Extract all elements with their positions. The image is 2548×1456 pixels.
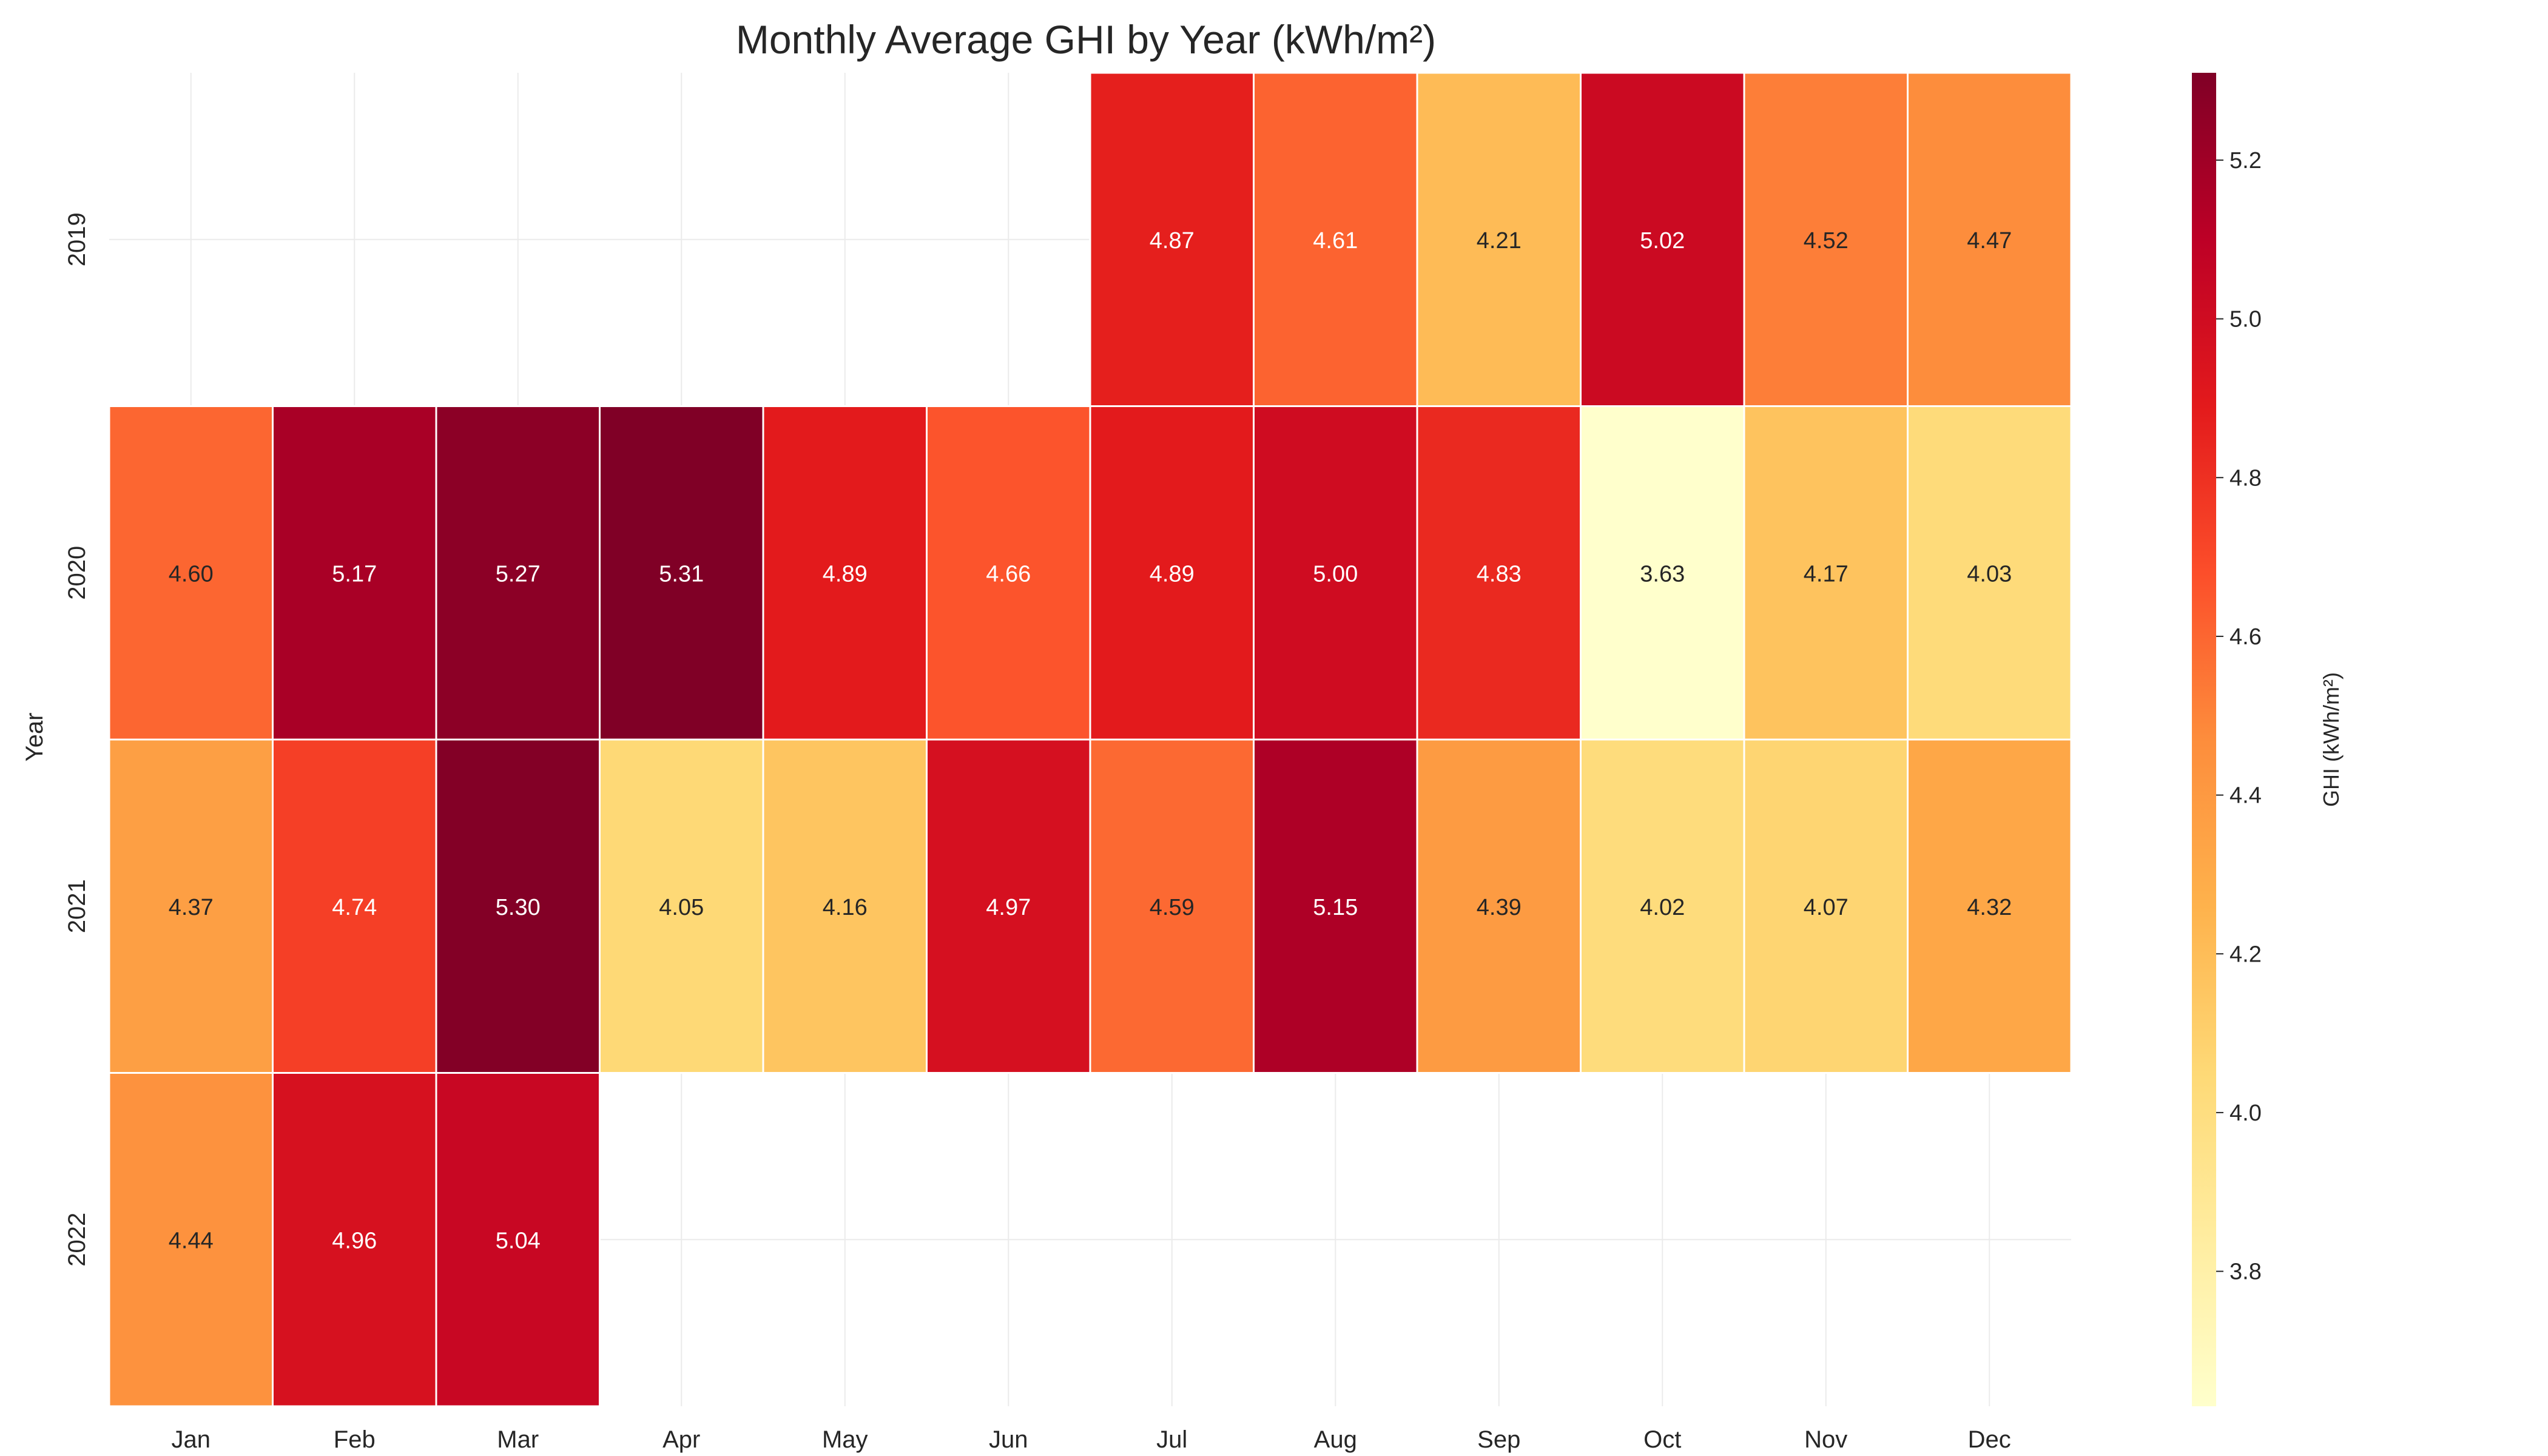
heatmap-cell bbox=[435, 1072, 601, 1407]
colorbar-ticks: 3.8 4.0 4.2 4.4 4.6 4.8 5.0 5.2 bbox=[2216, 148, 2262, 1285]
x-tick-label: Jun bbox=[989, 1426, 1028, 1453]
heatmap-cell bbox=[599, 738, 764, 1074]
cell-value-label: 4.61 bbox=[1313, 228, 1358, 254]
cell-value-label: 4.03 bbox=[1967, 561, 2012, 587]
x-tick-label: Jan bbox=[172, 1426, 211, 1453]
heatmap-cell bbox=[272, 738, 437, 1074]
cell-value-label: 4.83 bbox=[1477, 561, 1522, 587]
x-tick-label: Oct bbox=[1643, 1426, 1681, 1453]
x-tick-label: May bbox=[822, 1426, 868, 1453]
colorbar bbox=[2192, 73, 2216, 1406]
x-tick-label: Mar bbox=[497, 1426, 539, 1453]
colorbar-tick-label: 4.0 bbox=[2230, 1100, 2262, 1126]
heatmap-cell bbox=[1580, 738, 1745, 1074]
cell-value-label: 4.37 bbox=[169, 895, 214, 920]
cell-value-label: 4.66 bbox=[986, 561, 1031, 587]
cell-value-label: 5.17 bbox=[332, 561, 377, 587]
cell-value-label: 4.02 bbox=[1640, 895, 1685, 920]
heatmap-cell bbox=[1416, 405, 1582, 741]
heatmap-cell bbox=[1580, 405, 1745, 741]
heatmap-cell bbox=[108, 1072, 274, 1407]
chart-title: Monthly Average GHI by Year (kWh/m²) bbox=[736, 17, 1436, 62]
cell-value-label: 4.59 bbox=[1150, 895, 1195, 920]
colorbar-label: GHI (kWh/m²) bbox=[2319, 672, 2344, 807]
heatmap-cell bbox=[762, 738, 928, 1074]
cell-value-label: 4.05 bbox=[659, 895, 704, 920]
heatmap-cell bbox=[1416, 738, 1582, 1074]
heatmap-cell bbox=[599, 405, 764, 741]
cell-value-label: 4.17 bbox=[1804, 561, 1849, 587]
y-tick-label: 2022 bbox=[64, 1213, 90, 1267]
heatmap-cell bbox=[1743, 72, 1909, 407]
y-axis-ticks: 2019 2020 2021 2022 bbox=[64, 212, 90, 1266]
colorbar-tick-label: 4.4 bbox=[2230, 783, 2262, 809]
heatmap-cell bbox=[1907, 405, 2072, 741]
x-axis-ticks: Jan Feb Mar Apr May Jun Jul Aug Sep Oct Nov Dec bbox=[172, 1426, 2011, 1453]
cell-value-label: 4.21 bbox=[1477, 228, 1522, 254]
colorbar-tick-label: 4.2 bbox=[2230, 942, 2262, 967]
cell-value-label: 5.00 bbox=[1313, 561, 1358, 587]
cell-value-label: 5.31 bbox=[659, 561, 704, 587]
cell-value-label: 5.15 bbox=[1313, 895, 1358, 920]
cell-value-label: 4.96 bbox=[332, 1228, 377, 1253]
cell-value-label: 4.32 bbox=[1967, 895, 2012, 920]
x-tick-label: Feb bbox=[334, 1426, 376, 1453]
heatmap-cell bbox=[435, 405, 601, 741]
cell-value-label: 5.02 bbox=[1640, 228, 1685, 254]
x-tick-label: Sep bbox=[1477, 1426, 1520, 1453]
cell-value-label: 5.30 bbox=[496, 895, 541, 920]
colorbar-tick-label: 5.0 bbox=[2230, 307, 2262, 332]
heatmap-cell bbox=[1253, 738, 1418, 1074]
cell-value-label: 4.39 bbox=[1477, 895, 1522, 920]
heatmap-cell bbox=[1907, 738, 2072, 1074]
cell-value-label: 4.07 bbox=[1804, 895, 1849, 920]
heatmap-cell bbox=[272, 1072, 437, 1407]
cell-value-label: 4.74 bbox=[332, 895, 377, 920]
cell-value-label: 4.52 bbox=[1804, 228, 1849, 254]
cell-value-label: 5.27 bbox=[496, 561, 541, 587]
y-tick-label: 2019 bbox=[64, 212, 90, 266]
colorbar-tick-label: 5.2 bbox=[2230, 148, 2262, 174]
x-tick-label: Dec bbox=[1968, 1426, 2011, 1453]
cell-value-label: 3.63 bbox=[1640, 561, 1685, 587]
cell-value-label: 4.89 bbox=[1150, 561, 1195, 587]
colorbar-tick-label: 4.8 bbox=[2230, 465, 2262, 491]
y-axis-label: Year bbox=[21, 713, 48, 762]
y-tick-label: 2020 bbox=[64, 546, 90, 600]
colorbar-tick-label: 4.6 bbox=[2230, 624, 2262, 650]
heatmap-cell bbox=[762, 405, 928, 741]
heatmap-cell bbox=[435, 738, 601, 1074]
x-tick-label: Aug bbox=[1314, 1426, 1357, 1453]
heatmap-cell bbox=[1253, 405, 1418, 741]
cell-value-label: 4.47 bbox=[1967, 228, 2012, 254]
heatmap-cell bbox=[1580, 72, 1745, 407]
cell-value-label: 4.44 bbox=[169, 1228, 214, 1253]
x-tick-label: Jul bbox=[1156, 1426, 1187, 1453]
cell-value-label: 4.16 bbox=[823, 895, 868, 920]
cell-value-label: 4.89 bbox=[823, 561, 868, 587]
cell-value-label: 4.60 bbox=[169, 561, 214, 587]
y-tick-label: 2021 bbox=[64, 879, 90, 933]
heatmap-cell bbox=[1907, 72, 2072, 407]
x-tick-label: Apr bbox=[662, 1426, 700, 1453]
heatmap-cells: 4.87 4.61 4.21 5.02 4.52 4.47 4.60 5.17 5.27 5.31… bbox=[108, 72, 2072, 1407]
heatmap-cell bbox=[1089, 405, 1255, 741]
colorbar-tick-label: 3.8 bbox=[2230, 1259, 2262, 1285]
heatmap-cell bbox=[926, 405, 1091, 741]
cell-value-label: 4.87 bbox=[1150, 228, 1195, 254]
x-tick-label: Nov bbox=[1804, 1426, 1847, 1453]
heatmap-cell bbox=[108, 738, 274, 1074]
heatmap-cell bbox=[108, 405, 274, 741]
cell-value-label: 4.97 bbox=[986, 895, 1031, 920]
heatmap-cell bbox=[1089, 72, 1255, 407]
cell-value-label: 5.04 bbox=[496, 1228, 541, 1253]
heatmap-cell bbox=[1743, 405, 1909, 741]
